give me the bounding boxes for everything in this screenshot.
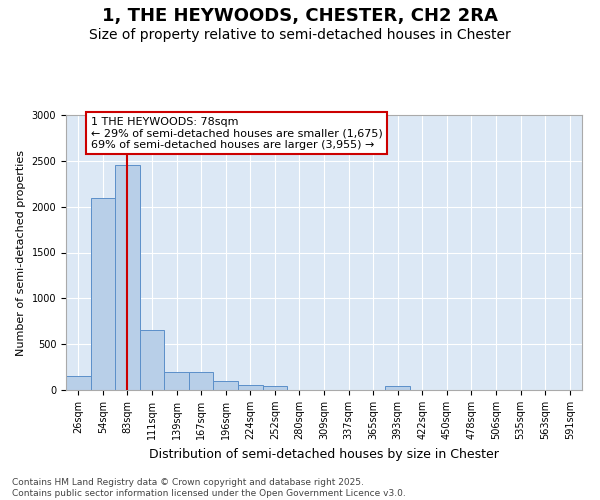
Bar [263,386,287,390]
Bar [91,198,115,390]
Bar [189,372,214,390]
Text: Size of property relative to semi-detached houses in Chester: Size of property relative to semi-detach… [89,28,511,42]
Bar [385,386,410,390]
Bar [115,166,140,390]
Text: 1, THE HEYWOODS, CHESTER, CH2 2RA: 1, THE HEYWOODS, CHESTER, CH2 2RA [102,8,498,26]
Text: Contains HM Land Registry data © Crown copyright and database right 2025.
Contai: Contains HM Land Registry data © Crown c… [12,478,406,498]
Bar [66,376,91,390]
Bar [140,330,164,390]
Bar [238,384,263,390]
Y-axis label: Number of semi-detached properties: Number of semi-detached properties [16,150,26,356]
X-axis label: Distribution of semi-detached houses by size in Chester: Distribution of semi-detached houses by … [149,448,499,460]
Bar [214,381,238,390]
Bar [164,372,189,390]
Text: 1 THE HEYWOODS: 78sqm
← 29% of semi-detached houses are smaller (1,675)
69% of s: 1 THE HEYWOODS: 78sqm ← 29% of semi-deta… [91,117,382,150]
